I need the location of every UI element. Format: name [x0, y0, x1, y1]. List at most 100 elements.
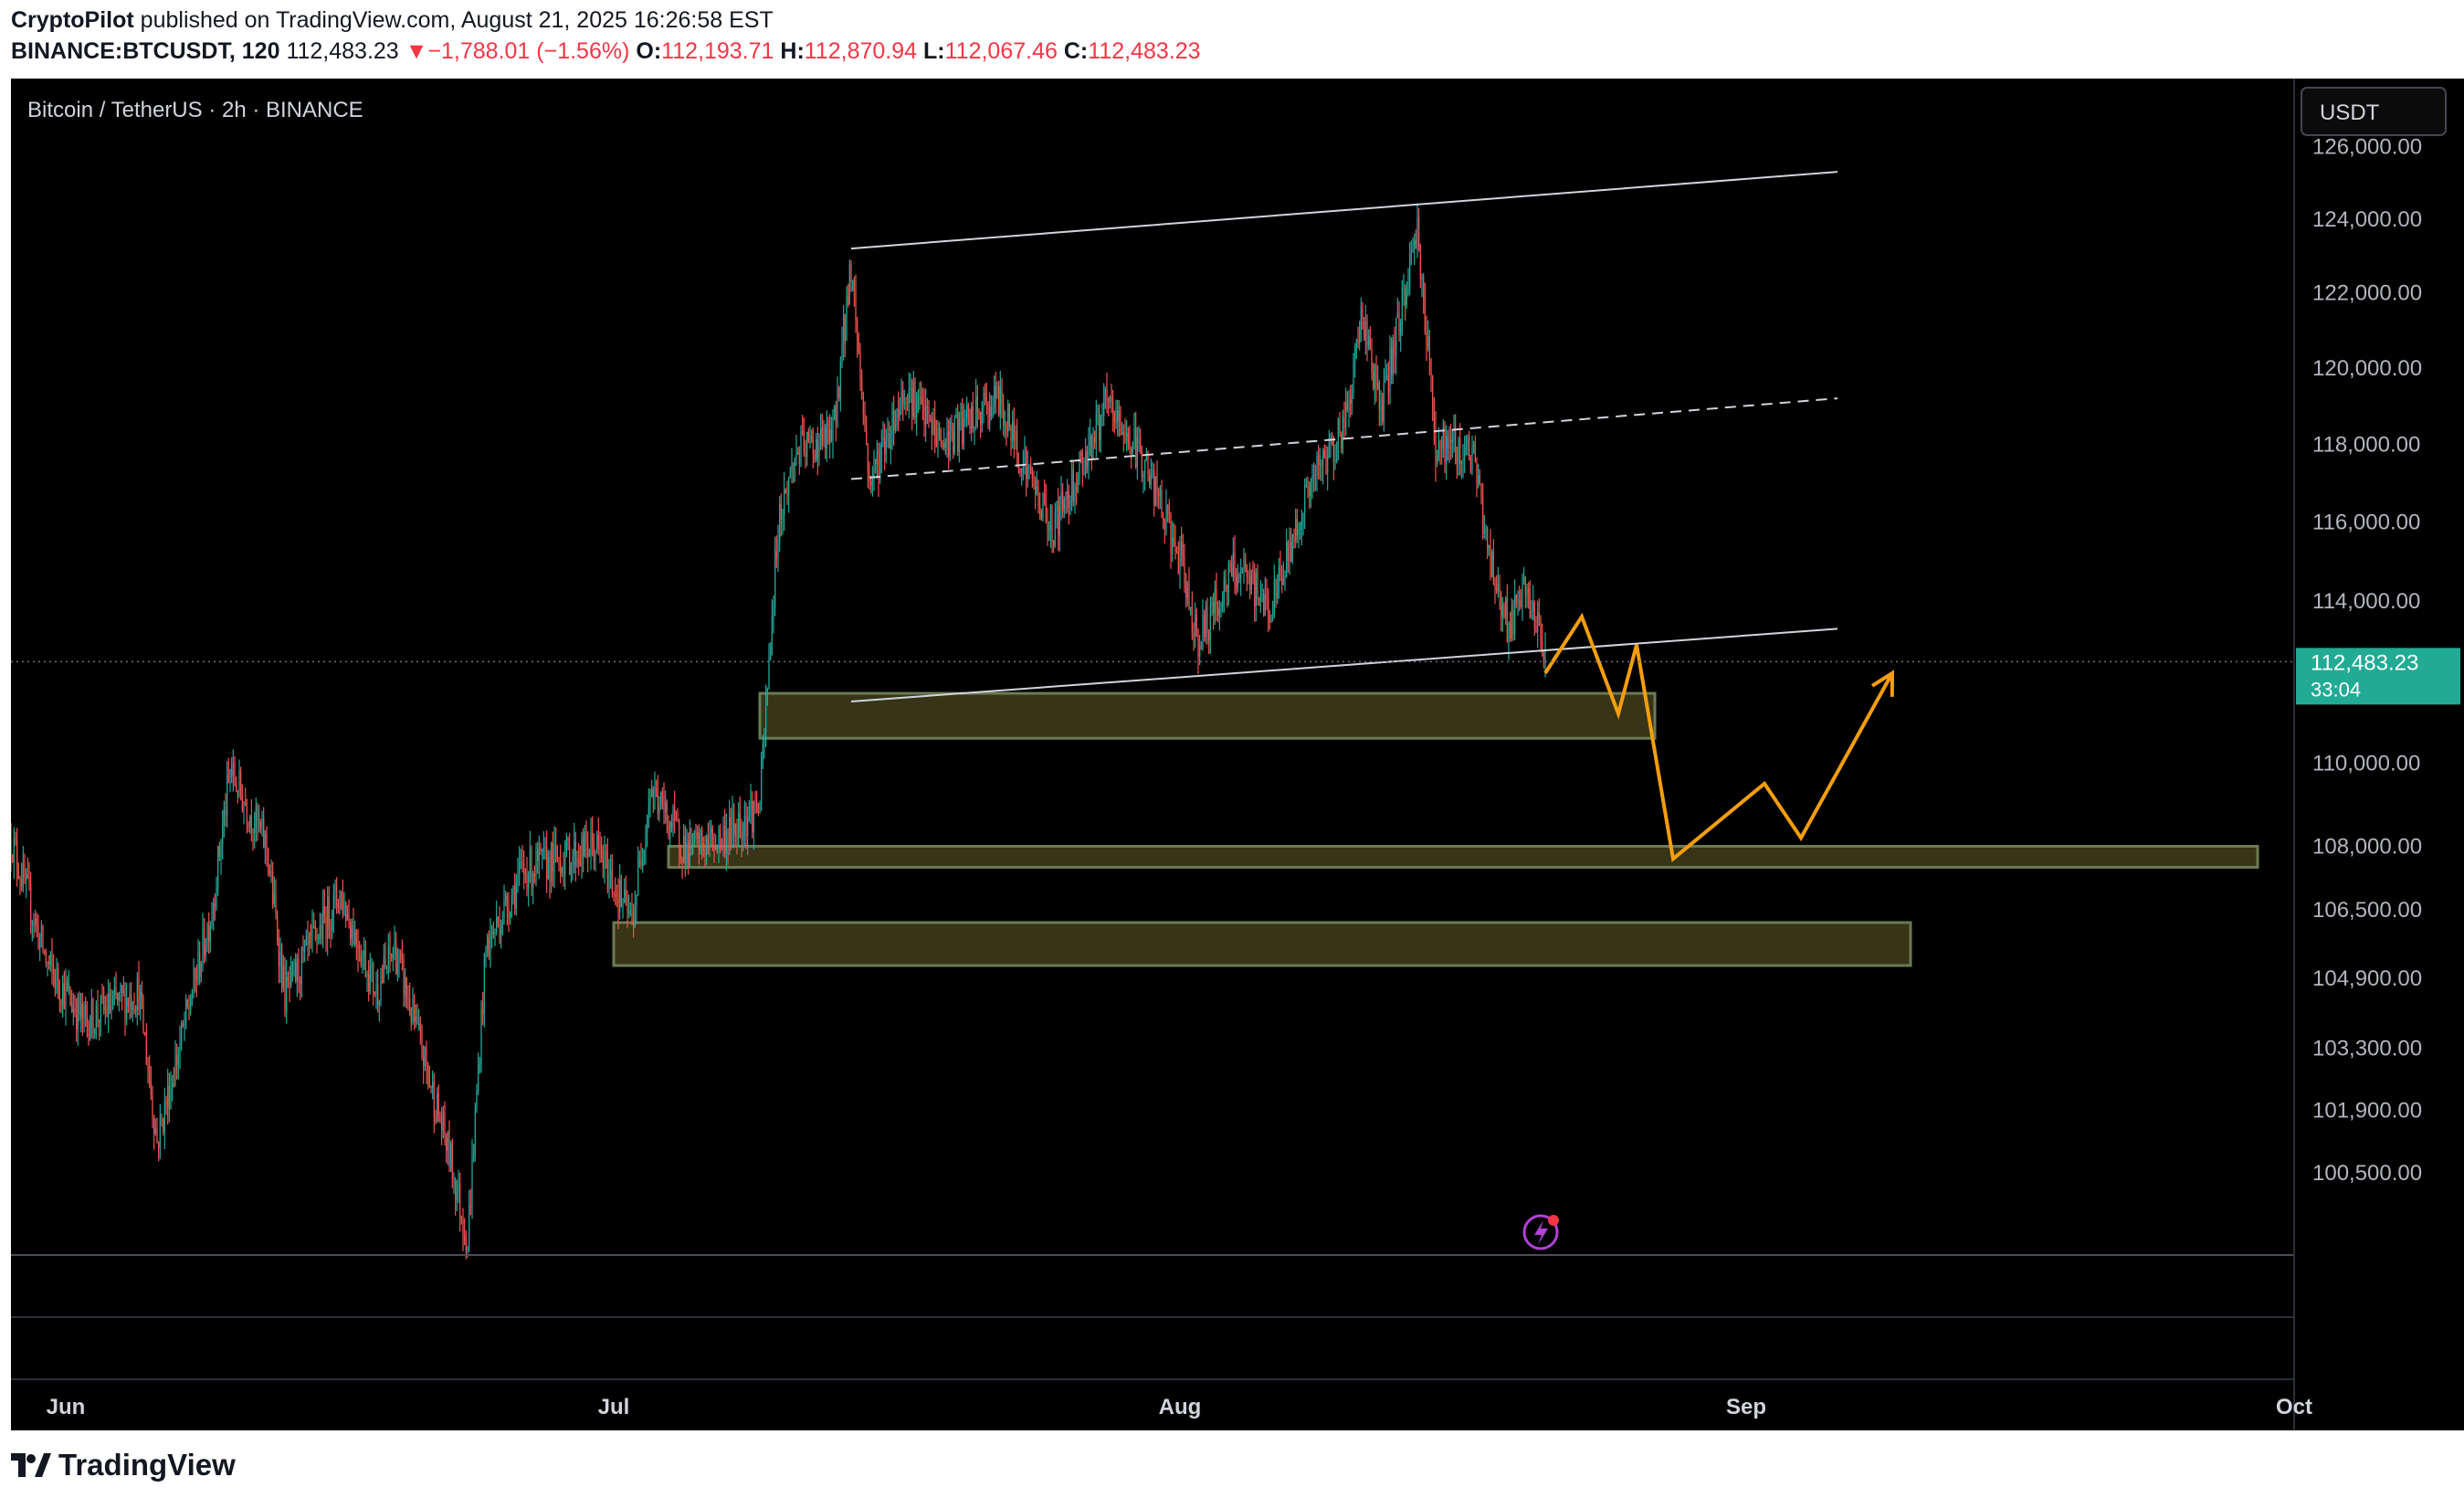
candle-body [871, 478, 873, 485]
candle-body [45, 952, 47, 964]
price-axis[interactable]: 126,000.00 124,000.00 122,000.00 120,000.00… [2312, 134, 2422, 1186]
last-price-badge: 112,483.23 33:04 [2296, 648, 2460, 705]
candle-body [844, 315, 846, 341]
candle-body [934, 418, 936, 438]
candle-body [779, 503, 781, 542]
candle-body [1354, 348, 1356, 364]
currency-label[interactable]: USDT [2320, 100, 2380, 125]
chart-legend-title[interactable]: Bitcoin / TetherUS · 2h · BINANCE [27, 98, 363, 122]
candle-body [1159, 490, 1161, 496]
author-name[interactable]: CryptoPilot [11, 7, 134, 33]
candle-body [661, 792, 663, 796]
candle-body [488, 937, 490, 956]
candle-body [1190, 607, 1192, 608]
candle-body [894, 424, 896, 431]
candle-body [1085, 450, 1087, 474]
candle-body [485, 947, 487, 954]
candle-body [1531, 611, 1532, 617]
candle-body [409, 999, 411, 1013]
candle-body [497, 916, 499, 924]
candle-body [1318, 455, 1320, 465]
candle-body [647, 814, 648, 834]
candle-body [412, 997, 414, 1023]
candle-body [1240, 570, 1242, 578]
candle-body [1453, 430, 1455, 441]
candle-body [1455, 430, 1457, 451]
lightning-glyph [1534, 1220, 1548, 1245]
candle-body [588, 855, 590, 857]
candle-body [314, 926, 316, 930]
candle-body [512, 886, 514, 896]
candle-body [1300, 522, 1302, 529]
publication-line: CryptoPilot published on TradingView.com… [11, 7, 774, 34]
candle-body [68, 987, 69, 989]
candle-body [307, 935, 309, 944]
candle-body [1182, 549, 1184, 558]
candle-body [521, 861, 523, 864]
candle-body [1258, 599, 1260, 601]
candle-body [118, 993, 120, 1001]
candle-body [546, 846, 548, 880]
candle-body [444, 1112, 446, 1138]
candle-body [1464, 451, 1466, 459]
candle-body [363, 950, 365, 955]
candle-body [1238, 574, 1240, 578]
candle-body [1150, 476, 1152, 484]
candle-body [238, 771, 240, 796]
candle-body [971, 406, 973, 429]
candle-body [60, 998, 62, 1006]
candle-body [1106, 389, 1108, 400]
candle-body [58, 987, 60, 999]
candle-body [1152, 470, 1153, 477]
candle-body [350, 922, 352, 940]
candle-body [1387, 375, 1389, 395]
currency-button[interactable]: USDT [2301, 87, 2447, 136]
candle-body [793, 464, 795, 466]
candle-body [1069, 500, 1071, 509]
candle-body [273, 893, 275, 904]
lightning-bolt-icon[interactable] [1522, 1214, 1559, 1250]
candle-body [104, 1007, 106, 1010]
candle-body [1395, 317, 1397, 357]
candle-body [149, 1070, 151, 1081]
tradingview-logo[interactable]: TradingView [11, 1447, 236, 1483]
time-axis[interactable]: Jun Jul Aug Sep Oct [47, 1395, 2312, 1419]
candle-body [191, 996, 193, 1006]
candle-body [1044, 493, 1046, 500]
candle-body [131, 995, 132, 1010]
candle-body [1514, 595, 1516, 635]
candle-body [604, 850, 605, 869]
candle-body [176, 1057, 178, 1065]
candle-body [1218, 608, 1220, 616]
candle-body [1063, 499, 1065, 512]
candle-body [313, 925, 315, 927]
candle-body [53, 966, 55, 975]
candle-body [672, 807, 674, 828]
candle-body [1206, 607, 1208, 634]
candle-body [19, 879, 21, 881]
candle-body [1542, 640, 1543, 651]
candle-body [309, 933, 311, 944]
candle-body [42, 925, 44, 952]
candle-body [1051, 505, 1053, 542]
candle-body [1487, 529, 1489, 549]
price-chart[interactable]: 126,000.00 124,000.00 122,000.00 120,000.00… [11, 79, 2464, 1430]
candle-body [825, 427, 827, 449]
candle-body [1191, 607, 1193, 634]
candle-body [606, 853, 608, 890]
candle-body [24, 862, 26, 881]
candle-body [1140, 437, 1142, 451]
notification-dot [1548, 1215, 1559, 1226]
candle-body [62, 983, 64, 1006]
candle-body [1482, 498, 1484, 534]
candle-body [675, 815, 677, 821]
candle-body [821, 427, 823, 441]
candle-body [519, 861, 521, 875]
candle-body [992, 406, 994, 417]
candle-body [453, 1179, 455, 1181]
currency-button-frame[interactable] [2301, 87, 2447, 136]
candle-body [1172, 537, 1174, 554]
price-tick-label: 103,300.00 [2312, 1037, 2422, 1061]
candle-body [526, 874, 528, 890]
candle-body [1282, 578, 1284, 585]
